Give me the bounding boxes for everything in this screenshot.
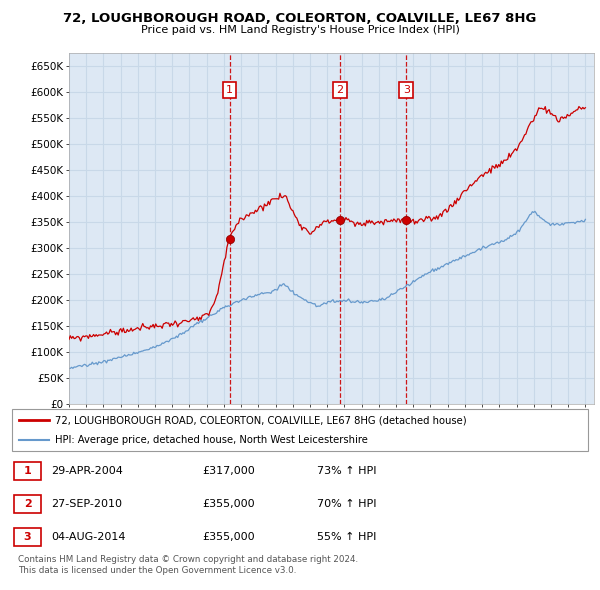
Text: 04-AUG-2014: 04-AUG-2014 [51,532,125,542]
Text: £355,000: £355,000 [202,499,255,509]
Text: Contains HM Land Registry data © Crown copyright and database right 2024.
This d: Contains HM Land Registry data © Crown c… [18,555,358,575]
Text: 2: 2 [23,499,31,509]
Text: £355,000: £355,000 [202,532,255,542]
Text: 3: 3 [403,85,410,95]
Text: 1: 1 [23,466,31,476]
Text: 70% ↑ HPI: 70% ↑ HPI [317,499,377,509]
Text: 3: 3 [24,532,31,542]
Text: 29-APR-2004: 29-APR-2004 [51,466,123,476]
Bar [14,495,41,513]
Text: £317,000: £317,000 [202,466,255,476]
Bar [14,462,41,480]
Text: Price paid vs. HM Land Registry's House Price Index (HPI): Price paid vs. HM Land Registry's House … [140,25,460,35]
Text: 72, LOUGHBOROUGH ROAD, COLEORTON, COALVILLE, LE67 8HG (detached house): 72, LOUGHBOROUGH ROAD, COLEORTON, COALVI… [55,415,467,425]
Bar [14,528,41,546]
Text: 1: 1 [226,85,233,95]
Text: 73% ↑ HPI: 73% ↑ HPI [317,466,377,476]
Text: 2: 2 [337,85,343,95]
Text: 72, LOUGHBOROUGH ROAD, COLEORTON, COALVILLE, LE67 8HG: 72, LOUGHBOROUGH ROAD, COLEORTON, COALVI… [64,12,536,25]
Text: HPI: Average price, detached house, North West Leicestershire: HPI: Average price, detached house, Nort… [55,435,368,445]
Text: 27-SEP-2010: 27-SEP-2010 [51,499,122,509]
Text: 55% ↑ HPI: 55% ↑ HPI [317,532,377,542]
